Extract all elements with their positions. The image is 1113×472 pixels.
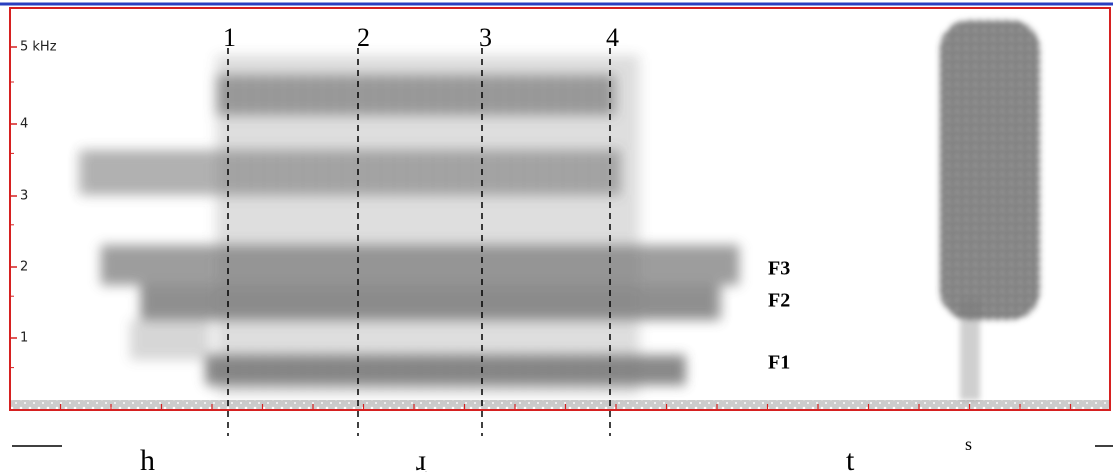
markers [227, 48, 611, 436]
y-tick-label: 3 [20, 189, 28, 204]
marker-label: 3 [479, 23, 492, 52]
axis-ticks: 5 kHz 4 3 2 1 [9, 40, 1072, 410]
formant-label: F1 [768, 352, 790, 374]
segment-label: ɹ̩ [416, 444, 427, 472]
formant-label: F3 [768, 258, 790, 280]
y-tick-label: 2 [20, 260, 28, 275]
y-tick-label: 5 kHz [20, 40, 57, 55]
y-tick-label: 4 [20, 117, 28, 132]
marker-label: 1 [223, 23, 236, 52]
formant-label: F2 [768, 290, 790, 312]
segment-label: s [965, 434, 972, 454]
segment-label: t [846, 444, 855, 472]
marker-label: 4 [606, 23, 619, 52]
plot-frame [9, 7, 1111, 411]
marker-label: 2 [357, 23, 370, 52]
y-tick-label: 1 [20, 331, 28, 346]
segment-label: h [140, 444, 155, 472]
spectrogram [10, 20, 1110, 410]
